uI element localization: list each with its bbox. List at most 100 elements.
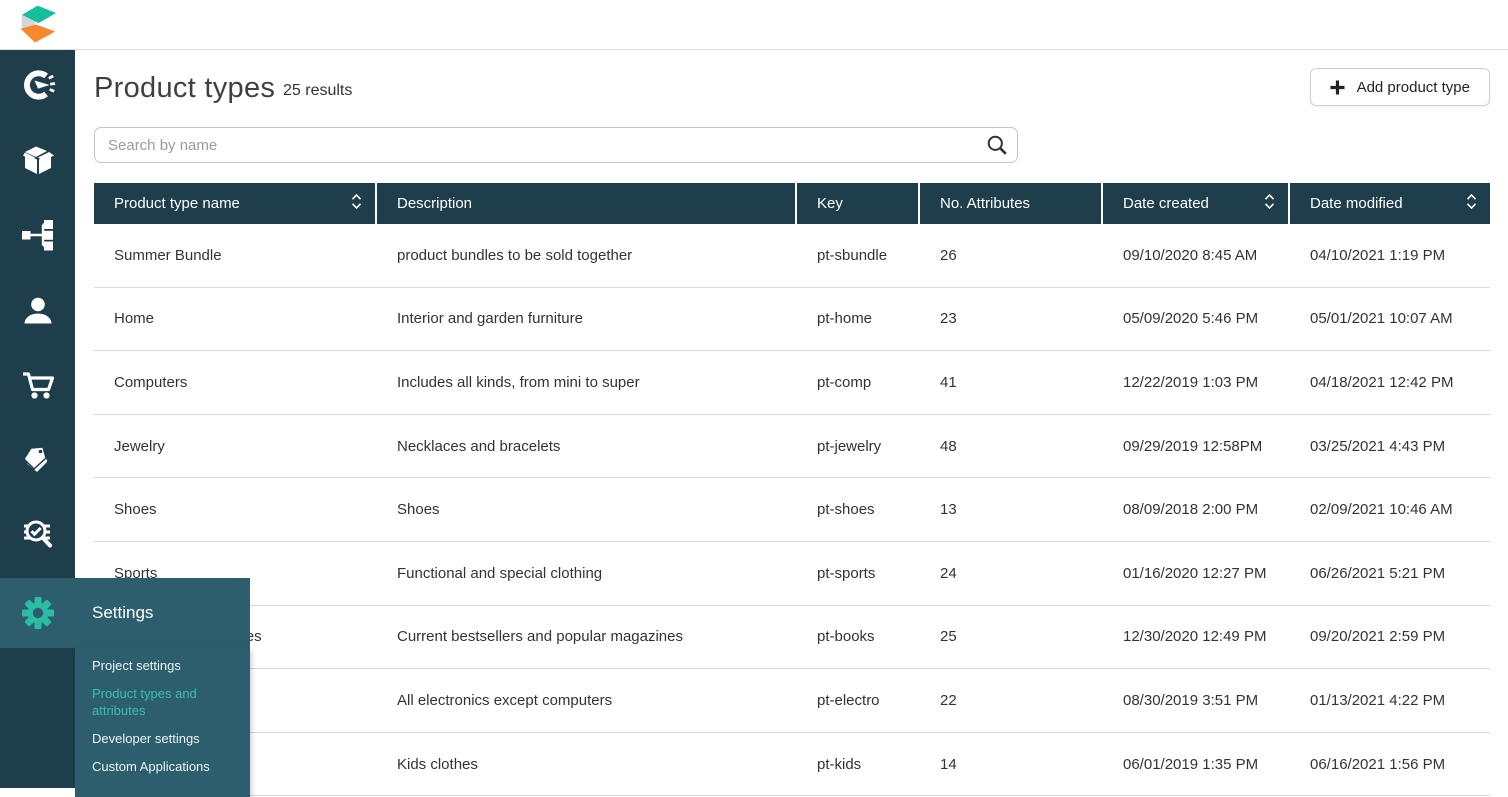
cell-description: Shoes	[377, 501, 797, 518]
sidebar-item-audit[interactable]	[0, 500, 75, 575]
table-row[interactable]: Shoes Shoes pt-shoes 13 08/09/2018 2:00 …	[94, 478, 1490, 542]
column-header-description: Description	[377, 183, 797, 224]
categories-tree-icon	[21, 218, 55, 257]
cell-name: Shoes	[94, 501, 377, 518]
add-product-type-button[interactable]: Add product type	[1310, 68, 1490, 106]
plus-icon	[1330, 80, 1345, 95]
cell-key: pt-sbundle	[797, 247, 920, 264]
sort-icon[interactable]	[351, 193, 362, 214]
top-bar	[0, 0, 1508, 50]
cell-key: pt-books	[797, 628, 920, 645]
cell-description: Interior and garden furniture	[377, 310, 797, 327]
cell-key: pt-shoes	[797, 501, 920, 518]
cell-attributes: 25	[920, 628, 1103, 645]
sort-icon[interactable]	[1466, 193, 1477, 214]
customers-person-icon	[21, 293, 55, 332]
settings-flyout: Settings Project settings Product types …	[0, 578, 250, 797]
cell-date-created: 06/01/2019 1:35 PM	[1103, 756, 1290, 773]
cell-attributes: 24	[920, 565, 1103, 582]
column-header-key: Key	[797, 183, 920, 224]
sidebar-item-discounts[interactable]	[0, 425, 75, 500]
add-button-label: Add product type	[1357, 79, 1470, 96]
table-row[interactable]: Sports Functional and special clothing p…	[94, 542, 1490, 606]
cell-attributes: 41	[920, 374, 1103, 391]
sidebar-item-customers[interactable]	[0, 275, 75, 350]
cell-date-modified: 01/13/2021 4:22 PM	[1290, 692, 1490, 709]
cell-key: pt-electro	[797, 692, 920, 709]
cell-description: All electronics except computers	[377, 692, 797, 709]
cell-attributes: 22	[920, 692, 1103, 709]
cell-name: Home	[94, 310, 377, 327]
cell-date-modified: 04/10/2021 1:19 PM	[1290, 247, 1490, 264]
cell-description: Current bestsellers and popular magazine…	[377, 628, 797, 645]
cell-date-created: 08/30/2019 3:51 PM	[1103, 692, 1290, 709]
settings-submenu: Project settings Product types and attri…	[75, 648, 250, 797]
table-row[interactable]: Kids clothes pt-kids 14 06/01/2019 1:35 …	[94, 733, 1490, 797]
search-magnifier-icon[interactable]	[986, 134, 1008, 161]
cell-date-created: 09/29/2019 12:58PM	[1103, 438, 1290, 455]
cell-name: Summer Bundle	[94, 247, 377, 264]
table-row[interactable]: All electronics except computers pt-elec…	[94, 669, 1490, 733]
audit-search-check-icon	[20, 517, 56, 558]
table-row[interactable]: Jewelry Necklaces and bracelets pt-jewel…	[94, 415, 1490, 479]
menu-item-custom-applications[interactable]: Custom Applications	[92, 758, 234, 775]
cell-date-modified: 02/09/2021 10:46 AM	[1290, 501, 1490, 518]
search-input[interactable]	[94, 127, 1018, 163]
cell-date-modified: 05/01/2021 10:07 AM	[1290, 310, 1490, 327]
cell-name: Jewelry	[94, 438, 377, 455]
cell-date-modified: 04/18/2021 12:42 PM	[1290, 374, 1490, 391]
cell-key: pt-home	[797, 310, 920, 327]
table-row[interactable]: Summer Bundle product bundles to be sold…	[94, 224, 1490, 288]
cell-date-created: 12/22/2019 1:03 PM	[1103, 374, 1290, 391]
menu-item-developer-settings[interactable]: Developer settings	[92, 730, 234, 747]
cell-attributes: 14	[920, 756, 1103, 773]
cell-name: Computers	[94, 374, 377, 391]
product-types-table: Product type name Description Key No. At…	[94, 183, 1490, 796]
cell-date-created: 08/09/2018 2:00 PM	[1103, 501, 1290, 518]
cell-date-modified: 03/25/2021 4:43 PM	[1290, 438, 1490, 455]
cell-date-created: 05/09/2020 5:46 PM	[1103, 310, 1290, 327]
cell-date-modified: 09/20/2021 2:59 PM	[1290, 628, 1490, 645]
sidebar-item-settings[interactable]: Settings	[0, 578, 250, 648]
table-row[interactable]: Books and magazines Current bestsellers …	[94, 606, 1490, 670]
menu-item-project-settings[interactable]: Project settings	[92, 657, 234, 674]
cell-date-modified: 06/26/2021 5:21 PM	[1290, 565, 1490, 582]
sort-icon[interactable]	[1264, 193, 1275, 214]
cell-description: product bundles to be sold together	[377, 247, 797, 264]
cell-key: pt-kids	[797, 756, 920, 773]
cell-description: Necklaces and bracelets	[377, 438, 797, 455]
sidebar-item-products[interactable]	[0, 125, 75, 200]
column-header-product-type-name[interactable]: Product type name	[94, 183, 377, 224]
sidebar-item-orders[interactable]	[0, 350, 75, 425]
results-count: 25 results	[283, 82, 352, 100]
settings-gear-icon	[0, 594, 75, 632]
sidebar-item-categories[interactable]	[0, 200, 75, 275]
column-header-date-modified[interactable]: Date modified	[1290, 183, 1490, 224]
table-header-row: Product type name Description Key No. At…	[94, 183, 1490, 224]
menu-item-product-types-and-attributes[interactable]: Product types and attributes	[92, 685, 234, 719]
cell-date-created: 12/30/2020 12:49 PM	[1103, 628, 1290, 645]
cell-date-created: 09/10/2020 8:45 AM	[1103, 247, 1290, 264]
commercetools-cube-logo[interactable]	[13, 2, 57, 48]
cell-attributes: 26	[920, 247, 1103, 264]
cell-description: Functional and special clothing	[377, 565, 797, 582]
table-row[interactable]: Computers Includes all kinds, from mini …	[94, 351, 1490, 415]
cell-key: pt-jewelry	[797, 438, 920, 455]
cell-attributes: 13	[920, 501, 1103, 518]
table-row[interactable]: Home Interior and garden furniture pt-ho…	[94, 288, 1490, 352]
cell-key: pt-comp	[797, 374, 920, 391]
sidebar-item-dashboard[interactable]	[0, 50, 75, 125]
column-header-date-created[interactable]: Date created	[1103, 183, 1290, 224]
cell-attributes: 23	[920, 310, 1103, 327]
search-bar	[94, 127, 1018, 163]
page-title: Product types	[94, 72, 275, 105]
dashboard-gauge-icon	[20, 67, 56, 108]
cell-date-created: 01/16/2020 12:27 PM	[1103, 565, 1290, 582]
cell-key: pt-sports	[797, 565, 920, 582]
orders-cart-icon	[20, 367, 56, 408]
main-content: Product types 25 results Add product typ…	[75, 50, 1508, 788]
flyout-title: Settings	[92, 603, 153, 623]
discounts-tags-icon	[20, 442, 56, 483]
cell-description: Kids clothes	[377, 756, 797, 773]
cell-attributes: 48	[920, 438, 1103, 455]
